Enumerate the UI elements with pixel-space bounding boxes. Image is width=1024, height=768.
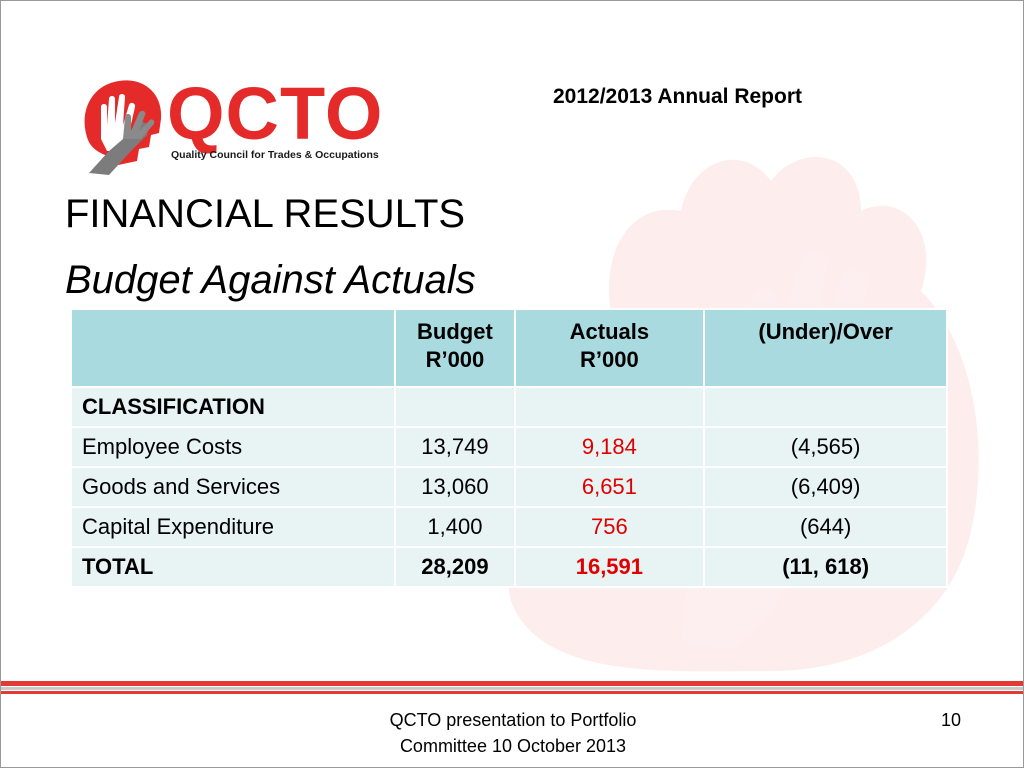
budget-actuals-table: Budget R’000 Actuals R’000 (Under)/Over … xyxy=(69,308,948,588)
row-variance: (644) xyxy=(703,506,948,548)
logo-tagline: Quality Council for Trades & Occupations xyxy=(171,149,379,161)
footer-line2: Committee 10 October 2013 xyxy=(399,736,627,756)
qcto-logo: QCTO Quality Council for Trades & Occupa… xyxy=(79,77,409,177)
row-label: Capital Expenditure xyxy=(69,506,397,548)
row-actuals: 756 xyxy=(513,506,706,548)
row-budget: 13,749 xyxy=(394,426,516,468)
footer-divider-red xyxy=(1,681,1023,686)
header-variance: (Under)/Over xyxy=(703,308,948,388)
row-actuals: 16,591 xyxy=(513,546,706,588)
table-row: Goods and Services 13,060 6,651 (6,409) xyxy=(69,466,948,508)
header-actuals: Actuals R’000 xyxy=(513,308,706,388)
footer-text: QCTO presentation to Portfolio Committee… xyxy=(331,707,695,759)
row-label: Employee Costs xyxy=(69,426,397,468)
row-variance xyxy=(703,386,948,428)
row-actuals xyxy=(513,386,706,428)
footer-divider-grey xyxy=(1,687,1023,690)
row-budget: 28,209 xyxy=(394,546,516,588)
table-row: CLASSIFICATION xyxy=(69,386,948,428)
page-number: 10 xyxy=(940,710,961,730)
slide-title: FINANCIAL RESULTS xyxy=(65,192,466,236)
row-budget: 13,060 xyxy=(394,466,516,508)
header-budget: Budget R’000 xyxy=(394,308,516,388)
row-label: TOTAL xyxy=(69,546,397,588)
hand-head-logo-icon xyxy=(84,80,162,175)
header-classification xyxy=(69,308,397,388)
row-budget xyxy=(394,386,516,428)
row-actuals: 6,651 xyxy=(513,466,706,508)
header-actuals-line2: R’000 xyxy=(580,347,639,372)
header-budget-line1: Budget xyxy=(417,319,493,344)
report-title: 2012/2013 Annual Report xyxy=(553,85,802,108)
row-variance: (6,409) xyxy=(703,466,948,508)
table-header-row: Budget R’000 Actuals R’000 (Under)/Over xyxy=(69,308,948,388)
logo-wordmark: QCTO xyxy=(167,72,384,155)
row-variance: (4,565) xyxy=(703,426,948,468)
row-budget: 1,400 xyxy=(394,506,516,548)
header-budget-line2: R’000 xyxy=(425,347,485,372)
table-row: Employee Costs 13,749 9,184 (4,565) xyxy=(69,426,948,468)
row-actuals: 9,184 xyxy=(513,426,706,468)
footer-divider-red-thin xyxy=(1,691,1023,694)
slide-subtitle: Budget Against Actuals xyxy=(65,258,476,302)
table-row-total: TOTAL 28,209 16,591 (11, 618) xyxy=(69,546,948,588)
row-label: Goods and Services xyxy=(69,466,397,508)
row-label: CLASSIFICATION xyxy=(69,386,397,428)
row-variance: (11, 618) xyxy=(703,546,948,588)
header-actuals-line1: Actuals xyxy=(569,319,650,344)
table-row: Capital Expenditure 1,400 756 (644) xyxy=(69,506,948,548)
footer-line1: QCTO presentation to Portfolio xyxy=(389,710,637,730)
